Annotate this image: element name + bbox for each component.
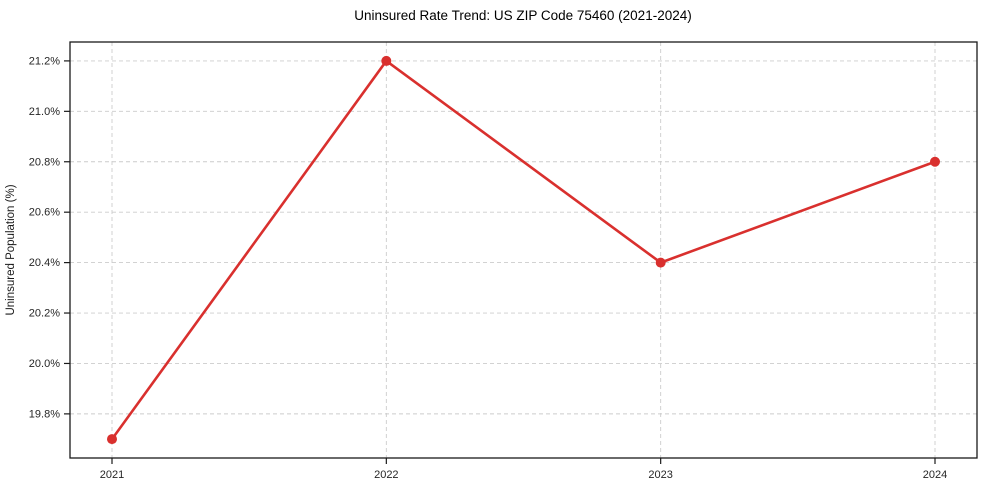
- y-tick-label: 20.2%: [29, 308, 60, 320]
- x-tick-label: 2024: [923, 469, 947, 481]
- y-tick-label: 21.2%: [29, 55, 60, 67]
- gridlines: [70, 42, 977, 458]
- x-tick-label: 2021: [100, 469, 124, 481]
- y-tick-label: 20.8%: [29, 156, 60, 168]
- plot-border: [69, 41, 978, 459]
- x-tick-label: 2022: [374, 469, 398, 481]
- y-axis-label: Uninsured Population (%): [5, 184, 17, 315]
- data-point-marker: [930, 156, 940, 167]
- chart-title: Uninsured Rate Trend: US ZIP Code 75460 …: [354, 8, 691, 23]
- x-tick-label: 2023: [648, 469, 672, 481]
- axes-ticks: 19.8% 20.0% 20.2% 20.4% 20.6% 20.8% 21.0% 21.2%…: [29, 55, 947, 481]
- data-point-marker: [107, 434, 117, 445]
- y-tick-label: 20.4%: [29, 257, 60, 269]
- y-tick-label: 20.0%: [29, 358, 60, 370]
- data-point-marker: [655, 257, 666, 268]
- y-tick-label: 19.8%: [29, 408, 60, 420]
- y-tick-label: 20.6%: [29, 207, 60, 219]
- data-point-marker: [381, 55, 392, 66]
- y-tick-label: 21.0%: [29, 106, 60, 118]
- trend-line: [110, 59, 937, 441]
